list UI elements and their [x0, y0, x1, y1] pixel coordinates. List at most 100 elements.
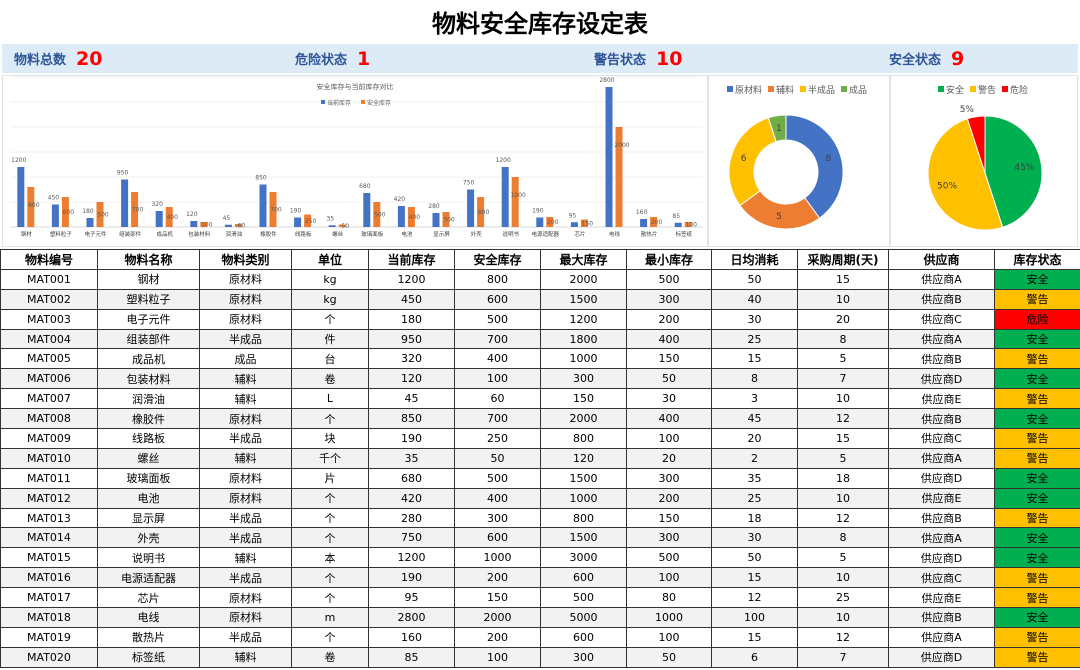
column-header[interactable]: 最大库存: [540, 249, 627, 270]
table-cell: 1000: [454, 547, 541, 569]
table-cell: 80: [626, 587, 712, 609]
table-cell: 原材料: [199, 487, 292, 509]
table-cell: 玻璃面板: [97, 467, 200, 489]
slice-label: 1: [776, 124, 782, 134]
table-row: MAT017 芯片 原材料个 95 150 500 80 12 25 供应商E 警告: [0, 587, 1080, 609]
table-cell: 供应商B: [888, 507, 995, 529]
data-label: 800: [28, 202, 40, 209]
table-cell: 5: [797, 348, 889, 370]
legend-label: 成品: [849, 84, 867, 96]
bar-current: [328, 225, 336, 227]
table-cell: 300: [626, 467, 712, 489]
table-cell: 600: [454, 288, 541, 310]
table-row: MAT013 显示屏 半成品个 280 300 800 150 18 12 供应商B 警告: [0, 507, 1080, 529]
table-cell: 12: [797, 408, 889, 430]
bar-safety: [27, 187, 35, 227]
table-cell: 500: [454, 467, 541, 489]
table-row: MAT019 散热片 半成品个 160 200 600 100 15 12 供应商A 警告: [0, 626, 1080, 648]
slice-label: 5: [776, 212, 782, 222]
table-cell: 供应商D: [888, 368, 995, 390]
data-label: 60: [238, 223, 246, 230]
table-cell: 2000: [454, 607, 541, 628]
table-cell: 供应商D: [888, 467, 995, 489]
stat-warning: 警告状态 10: [594, 44, 682, 73]
table-cell: 10: [797, 567, 889, 589]
table-cell: 芯片: [97, 587, 200, 609]
data-label: 700: [270, 207, 282, 214]
table-cell: 10: [797, 487, 889, 509]
table-cell: 螺丝: [97, 447, 200, 469]
table-cell: 100: [626, 567, 712, 589]
column-header[interactable]: 物料名称: [97, 249, 200, 270]
table-cell: 原材料: [199, 467, 292, 489]
bar-current: [467, 189, 475, 227]
column-header[interactable]: 当前库存: [368, 249, 455, 270]
column-header[interactable]: 最小库存: [626, 249, 712, 270]
table-cell: 原材料: [199, 408, 292, 430]
table-row: MAT008 橡胶件 原材料个 850 700 2000 400 45 12 供应商B 安全: [0, 408, 1080, 430]
data-label: 750: [463, 180, 475, 187]
table-cell: 片: [291, 467, 369, 489]
stat-label: 警告状态: [594, 53, 647, 68]
table-cell: MAT014: [0, 527, 98, 549]
status-pie-chart: 安全 警告 危险 45% 50% 5%: [927, 84, 1043, 231]
column-header[interactable]: 供应商: [888, 249, 995, 270]
table-cell: 850: [368, 408, 455, 430]
table-cell: 润滑油: [97, 388, 200, 410]
column-header[interactable]: 物料类别: [199, 249, 292, 270]
table-cell: 台: [291, 348, 369, 370]
bar-safety: [131, 192, 139, 227]
table-cell: 100: [711, 607, 798, 628]
table-cell: 辅料: [199, 368, 292, 390]
table-cell: MAT006: [0, 368, 98, 390]
table-cell: 个: [291, 308, 369, 330]
column-header[interactable]: 安全库存: [454, 249, 541, 270]
bar-safety: [407, 207, 415, 227]
table-row: MAT011 玻璃面板 原材料片 680 500 1500 300 35 18 供应商D 安全: [0, 467, 1080, 489]
table-cell: 本: [291, 547, 369, 569]
column-header[interactable]: 物料编号: [0, 249, 98, 270]
table-cell: 500: [454, 308, 541, 330]
table-cell: 供应商A: [888, 447, 995, 469]
x-tick-label: 钢材: [21, 230, 33, 238]
bar-safety: [373, 202, 381, 227]
table-cell: 950: [368, 328, 455, 350]
table-cell: 1800: [540, 328, 627, 350]
table-cell: 散热片: [97, 626, 200, 648]
data-label: 1200: [11, 157, 26, 164]
status-cell: 安全: [994, 268, 1080, 290]
table-cell: 成品: [199, 348, 292, 370]
table-header-row: 物料编号 物料名称 物料类别 单位 当前库存 安全库存 最大库存 最小库存 日均消耗 采购周期(天…: [0, 249, 1080, 270]
table-cell: 7: [797, 646, 889, 668]
table-cell: MAT016: [0, 567, 98, 589]
column-header[interactable]: 采购周期(天): [797, 249, 889, 270]
table-cell: 300: [454, 507, 541, 529]
table-cell: 原材料: [199, 308, 292, 330]
x-tick-label: 芯片: [574, 230, 585, 238]
status-cell: 安全: [994, 487, 1080, 509]
table-cell: 50: [711, 268, 798, 290]
table-row: MAT004 组装部件 半成品件 950 700 1800 400 25 8 供应商A 安全: [0, 328, 1080, 350]
status-cell: 警告: [994, 447, 1080, 469]
bar-safety: [165, 207, 173, 227]
table-cell: 线路板: [97, 428, 200, 449]
data-label: 250: [305, 218, 317, 225]
table-cell: 30: [626, 388, 712, 410]
table-cell: 1200: [368, 268, 455, 290]
column-header[interactable]: 单位: [291, 249, 369, 270]
column-header[interactable]: 日均消耗: [711, 249, 798, 270]
status-cell: 安全: [994, 328, 1080, 350]
data-label: 190: [290, 208, 302, 215]
table-cell: 3000: [540, 547, 627, 569]
table-cell: 800: [540, 507, 627, 529]
table-cell: 2000: [540, 408, 627, 430]
bar-current: [190, 221, 198, 227]
table-cell: 供应商B: [888, 408, 995, 430]
slice-label: 5%: [960, 105, 975, 115]
bar-current: [432, 213, 440, 227]
table-cell: L: [291, 388, 369, 410]
column-header[interactable]: 库存状态: [994, 249, 1080, 270]
table-cell: 橡胶件: [97, 408, 200, 430]
legend-swatch: [768, 86, 774, 92]
